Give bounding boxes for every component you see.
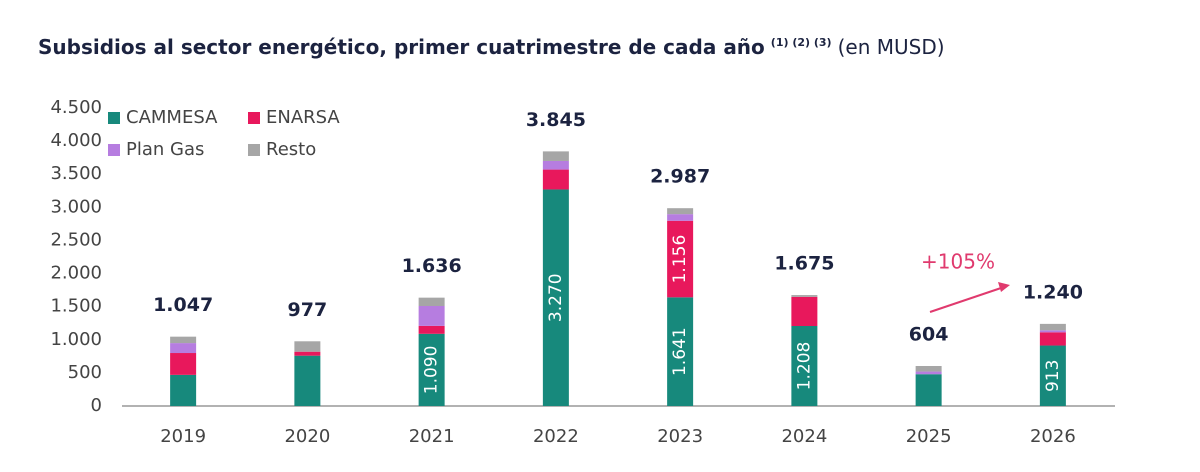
bar-segment xyxy=(170,343,197,354)
bar-segment xyxy=(418,333,445,406)
y-tick-label: 1.500 xyxy=(50,296,102,317)
y-tick-label: 4.500 xyxy=(50,97,102,118)
total-label: 1.636 xyxy=(402,255,462,277)
legend-swatch xyxy=(108,144,120,156)
y-tick-label: 1.000 xyxy=(50,329,102,350)
segment-label: 3.270 xyxy=(546,273,566,322)
y-tick-label: 3.000 xyxy=(50,196,102,217)
title-unit: (en MUSD) xyxy=(838,35,945,59)
total-label: 3.845 xyxy=(526,109,586,131)
y-tick-label: 3.500 xyxy=(50,163,102,184)
segment-label: 913 xyxy=(1043,360,1063,392)
bar-segment xyxy=(1039,332,1066,346)
bar-segment xyxy=(418,297,445,307)
x-tick-label: 2024 xyxy=(781,426,827,447)
x-tick-label: 2019 xyxy=(160,426,206,447)
annotation: +105% xyxy=(921,250,995,274)
annotation-arrow xyxy=(929,286,1005,313)
bar-segment xyxy=(915,366,942,372)
segment-label: 1.090 xyxy=(422,346,442,395)
x-tick-label: 2025 xyxy=(906,426,952,447)
segment-label: 1.156 xyxy=(670,235,690,284)
legend-label: CAMMESA xyxy=(126,107,218,128)
bar-segment xyxy=(170,336,197,344)
legend-label: Plan Gas xyxy=(126,139,204,160)
bar-segment xyxy=(791,326,818,406)
bar-segment xyxy=(294,355,321,406)
segment-label: 1.208 xyxy=(794,342,814,391)
y-tick-label: 4.000 xyxy=(50,130,102,151)
x-tick-label: 2023 xyxy=(657,426,703,447)
total-label: 977 xyxy=(288,299,328,321)
bar-segment xyxy=(915,371,942,375)
bar-segment xyxy=(667,214,694,221)
x-tick-label: 2021 xyxy=(409,426,455,447)
y-tick-label: 0 xyxy=(91,395,102,416)
segment-label: 1.641 xyxy=(670,327,690,376)
bar-segment xyxy=(170,374,197,406)
chart-title: Subsidios al sector energético, primer c… xyxy=(38,35,945,59)
bar-segment xyxy=(542,160,569,170)
bar-segment xyxy=(542,151,569,161)
total-label: 1.675 xyxy=(774,253,834,275)
bar-segment xyxy=(170,353,197,375)
bar-segment xyxy=(542,189,569,406)
bar-segment xyxy=(418,325,445,334)
x-tick-label: 2022 xyxy=(533,426,579,447)
bar-segment xyxy=(667,297,694,406)
y-tick-label: 2.500 xyxy=(50,229,102,250)
total-label: 2.987 xyxy=(650,166,710,188)
bar-segment xyxy=(915,374,942,406)
bar-segment xyxy=(667,220,694,298)
bar-segment xyxy=(294,351,321,356)
bar-segment xyxy=(791,295,818,297)
bar-segment xyxy=(791,296,818,327)
y-tick-label: 500 xyxy=(68,362,102,383)
legend-swatch xyxy=(108,112,120,124)
legend-label: ENARSA xyxy=(266,107,340,128)
legend-swatch xyxy=(248,144,260,156)
y-tick-label: 2.000 xyxy=(50,263,102,284)
total-label: 1.047 xyxy=(153,294,213,316)
x-tick-label: 2020 xyxy=(284,426,330,447)
legend-label: Resto xyxy=(266,139,316,160)
total-label: 1.240 xyxy=(1023,281,1083,303)
bar-segment xyxy=(418,306,445,326)
bar-segment xyxy=(667,208,694,215)
total-label: 604 xyxy=(909,324,949,346)
bar-segment xyxy=(542,169,569,190)
title-notes: (1) (2) (3) xyxy=(771,36,832,49)
legend-swatch xyxy=(248,112,260,124)
bar-segment xyxy=(1039,323,1066,331)
bar-segment xyxy=(1039,330,1066,333)
bar-segment xyxy=(294,341,321,352)
annotation-arrowhead xyxy=(998,282,1010,292)
x-tick-label: 2026 xyxy=(1030,426,1076,447)
bar-segment xyxy=(1039,345,1066,406)
title-main: Subsidios al sector energético, primer c… xyxy=(38,35,765,59)
